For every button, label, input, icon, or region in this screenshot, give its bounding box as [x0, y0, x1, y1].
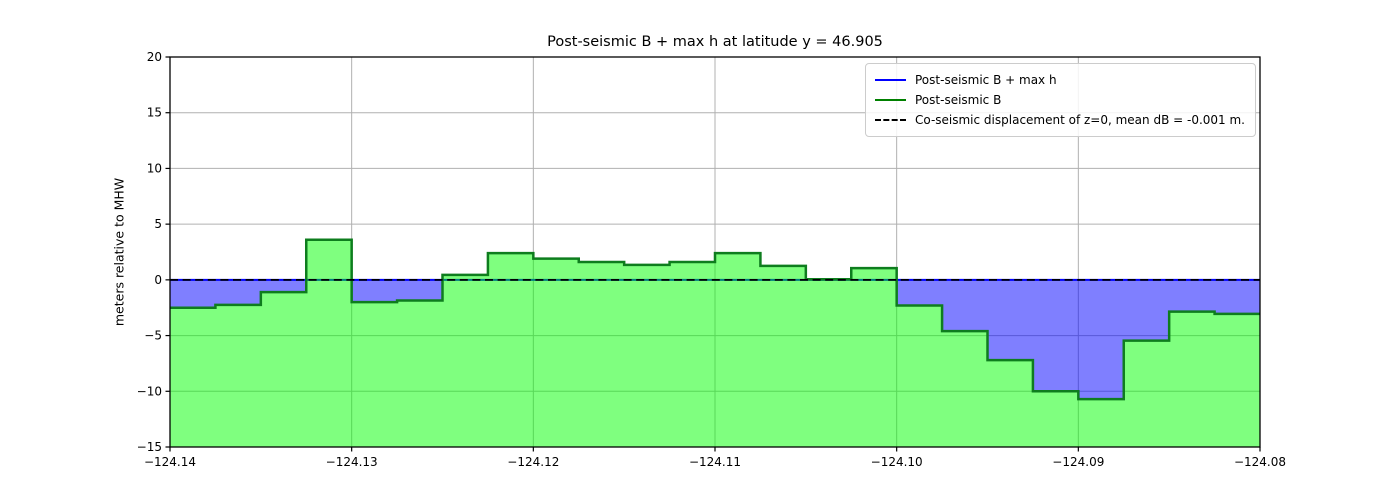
x-tick-label: −124.11	[689, 455, 741, 469]
y-tick-label: −5	[144, 329, 162, 343]
x-tick-label: −124.08	[1234, 455, 1286, 469]
post-seismic-b-line	[170, 238, 1260, 401]
legend-item-b-plus-maxh: Post-seismic B + max h	[875, 70, 1245, 90]
y-tick-label: 10	[147, 161, 162, 175]
tick-layer: −124.14 −124.13 −124.12 −124.11 −124.10 −124.…	[137, 50, 1286, 469]
y-tick-label: 5	[154, 217, 162, 231]
y-tick-label: 15	[147, 106, 162, 120]
y-tick-label: 0	[154, 273, 162, 287]
legend-item-coseismic: Co-seismic displacement of z=0, mean dB …	[875, 110, 1245, 130]
legend: Post-seismic B + max h Post-seismic B Co…	[865, 63, 1256, 137]
legend-label: Post-seismic B + max h	[915, 73, 1057, 87]
x-tick-label: −124.12	[507, 455, 559, 469]
y-tick-label: −15	[137, 440, 162, 454]
y-tick-label: 20	[147, 50, 162, 64]
b-plus-maxh-fill	[170, 279, 1260, 400]
chart-title: Post-seismic B + max h at latitude y = 4…	[547, 34, 883, 50]
green-line-swatch-icon	[875, 99, 906, 101]
y-axis-label: meters relative to MHW	[111, 177, 127, 327]
x-tick-label: −124.09	[1052, 455, 1104, 469]
legend-label: Co-seismic displacement of z=0, mean dB …	[915, 113, 1245, 127]
blue-line-swatch-icon	[875, 79, 906, 81]
x-tick-label: −124.13	[326, 455, 378, 469]
y-tick-label: −10	[137, 384, 162, 398]
legend-item-b: Post-seismic B	[875, 90, 1245, 110]
legend-label: Post-seismic B	[915, 93, 1002, 107]
x-tick-label: −124.14	[144, 455, 196, 469]
dashed-line-swatch-icon	[875, 119, 906, 121]
x-tick-label: −124.10	[871, 455, 923, 469]
